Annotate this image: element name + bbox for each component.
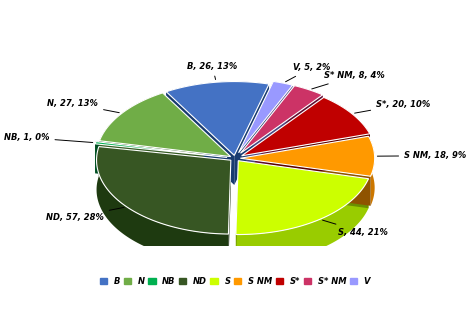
Text: S* NM, 8, 4%: S* NM, 8, 4% [312,71,385,89]
Polygon shape [99,147,231,190]
Polygon shape [241,95,322,183]
Text: S NM, 18, 9%: S NM, 18, 9% [377,151,466,160]
Polygon shape [163,93,231,186]
Polygon shape [240,136,368,188]
Polygon shape [96,142,227,187]
Polygon shape [166,81,269,121]
Polygon shape [240,158,370,206]
Polygon shape [236,161,368,234]
Polygon shape [239,81,293,153]
Polygon shape [241,86,295,183]
Text: N, 27, 13%: N, 27, 13% [47,99,119,113]
Polygon shape [95,142,96,173]
Text: S*, 20, 10%: S*, 20, 10% [354,100,431,113]
Polygon shape [236,179,368,264]
Polygon shape [240,136,375,176]
Text: V, 5, 2%: V, 5, 2% [286,63,330,82]
Polygon shape [95,142,227,157]
Polygon shape [239,81,274,182]
Text: NB, 1, 0%: NB, 1, 0% [4,133,93,143]
Polygon shape [234,84,269,185]
Polygon shape [238,161,368,208]
Polygon shape [100,141,231,186]
Legend: B, N, NB, ND, S, S NM, S*, S* NM, V: B, N, NB, ND, S, S NM, S*, S* NM, V [100,277,370,286]
Text: ND, 57, 28%: ND, 57, 28% [46,207,124,222]
Polygon shape [368,136,375,206]
Polygon shape [100,93,163,170]
Polygon shape [96,147,228,264]
Polygon shape [166,92,234,185]
Text: S, 44, 21%: S, 44, 21% [322,220,388,237]
Text: B, 26, 13%: B, 26, 13% [187,62,237,80]
Polygon shape [241,86,322,153]
Polygon shape [239,85,293,182]
Polygon shape [236,161,238,264]
Polygon shape [242,97,324,185]
Polygon shape [166,81,269,156]
Polygon shape [274,81,293,115]
Polygon shape [242,134,370,185]
Polygon shape [100,93,231,156]
Polygon shape [295,86,322,124]
Polygon shape [95,144,227,187]
Polygon shape [242,97,370,156]
Polygon shape [324,97,370,163]
Polygon shape [228,160,231,264]
Polygon shape [96,147,231,234]
